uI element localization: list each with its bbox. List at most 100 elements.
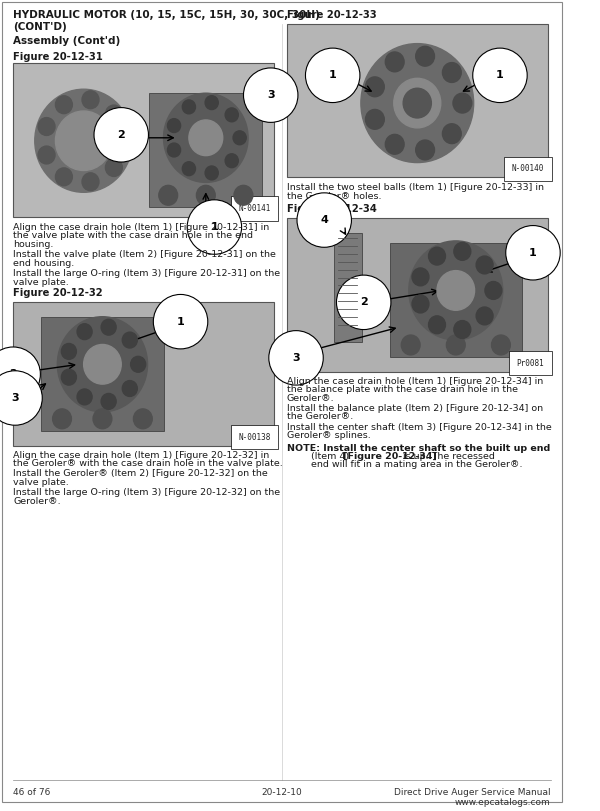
Circle shape bbox=[412, 295, 429, 313]
Circle shape bbox=[77, 324, 92, 340]
Bar bbox=[390, 242, 521, 357]
Circle shape bbox=[234, 186, 253, 205]
Circle shape bbox=[476, 307, 493, 325]
Circle shape bbox=[416, 46, 434, 67]
Bar bbox=[334, 233, 362, 342]
Circle shape bbox=[38, 146, 55, 164]
Circle shape bbox=[106, 105, 122, 123]
Text: end housing.: end housing. bbox=[13, 259, 74, 268]
Text: Figure 20-12-31: Figure 20-12-31 bbox=[13, 52, 103, 62]
Circle shape bbox=[61, 344, 76, 359]
Text: valve plate.: valve plate. bbox=[13, 277, 69, 286]
Circle shape bbox=[365, 77, 384, 97]
Circle shape bbox=[55, 168, 73, 186]
Text: Install the large O-ring (Item 3) [Figure 20-12-31] on the: Install the large O-ring (Item 3) [Figur… bbox=[13, 269, 280, 278]
Text: 2: 2 bbox=[118, 130, 125, 139]
Circle shape bbox=[205, 96, 218, 109]
Text: 20-12-10: 20-12-10 bbox=[262, 788, 302, 797]
Circle shape bbox=[167, 118, 181, 132]
Circle shape bbox=[453, 93, 472, 113]
Text: 3: 3 bbox=[267, 90, 275, 101]
Circle shape bbox=[428, 315, 445, 333]
Text: Figure 20-12-34: Figure 20-12-34 bbox=[287, 204, 377, 214]
Circle shape bbox=[83, 345, 121, 384]
Circle shape bbox=[446, 335, 465, 355]
Circle shape bbox=[38, 118, 55, 135]
Circle shape bbox=[55, 96, 73, 114]
Circle shape bbox=[437, 271, 475, 311]
Text: 3: 3 bbox=[292, 353, 300, 363]
Circle shape bbox=[182, 161, 196, 176]
Text: 1: 1 bbox=[211, 222, 218, 232]
Text: Figure 20-12-33: Figure 20-12-33 bbox=[287, 10, 376, 20]
Bar bbox=[41, 317, 164, 431]
Circle shape bbox=[106, 159, 122, 177]
Circle shape bbox=[403, 88, 431, 118]
Text: 3: 3 bbox=[11, 393, 19, 403]
Circle shape bbox=[412, 268, 429, 285]
Circle shape bbox=[53, 409, 71, 429]
Text: N-00138: N-00138 bbox=[238, 432, 271, 442]
Text: Pr0081: Pr0081 bbox=[517, 358, 544, 367]
Circle shape bbox=[167, 143, 181, 157]
Text: Install the Geroler® (Item 2) [Figure 20-12-32] on the: Install the Geroler® (Item 2) [Figure 20… bbox=[13, 470, 268, 478]
Text: end will fit in a mating area in the Geroler®.: end will fit in a mating area in the Ger… bbox=[287, 461, 522, 470]
Circle shape bbox=[485, 281, 502, 299]
Text: valve plate.: valve plate. bbox=[13, 478, 69, 487]
Text: Figure 20-12-32: Figure 20-12-32 bbox=[13, 288, 103, 298]
Text: Assembly (Cont'd): Assembly (Cont'd) bbox=[13, 36, 121, 45]
Text: 4: 4 bbox=[320, 215, 328, 225]
Circle shape bbox=[164, 93, 248, 182]
Circle shape bbox=[476, 256, 493, 274]
Text: the Geroler® with the case drain hole in the valve plate.: the Geroler® with the case drain hole in… bbox=[13, 459, 283, 468]
Text: Align the case drain hole (Item 1) [Figure 20-12-34] in: Align the case drain hole (Item 1) [Figu… bbox=[287, 376, 543, 386]
Text: Install the valve plate (Item 2) [Figure 20-12-31] on the: Install the valve plate (Item 2) [Figure… bbox=[13, 251, 276, 260]
Circle shape bbox=[409, 241, 503, 340]
Circle shape bbox=[55, 111, 112, 170]
Circle shape bbox=[101, 393, 116, 410]
Text: N-00140: N-00140 bbox=[512, 165, 544, 174]
Text: N-00141: N-00141 bbox=[238, 204, 271, 213]
Circle shape bbox=[365, 109, 384, 129]
Circle shape bbox=[93, 409, 112, 429]
Circle shape bbox=[205, 166, 218, 180]
Circle shape bbox=[401, 335, 420, 355]
Text: Install the balance plate (Item 2) [Figure 20-12-34] on: Install the balance plate (Item 2) [Figu… bbox=[287, 404, 543, 413]
Circle shape bbox=[416, 140, 434, 160]
Text: is up. The recessed: is up. The recessed bbox=[400, 452, 494, 461]
Text: HYDRAULIC MOTOR (10, 15, 15C, 15H, 30, 30C, 30H)
(CONT'D): HYDRAULIC MOTOR (10, 15, 15C, 15H, 30, 3… bbox=[13, 10, 320, 32]
Text: Install the two steel balls (Item 1) [Figure 20-12-33] in: Install the two steel balls (Item 1) [Fi… bbox=[287, 183, 544, 192]
Bar bbox=[13, 63, 274, 217]
Circle shape bbox=[442, 62, 461, 83]
Text: 46 of 76: 46 of 76 bbox=[13, 788, 50, 797]
Circle shape bbox=[454, 242, 471, 260]
Text: NOTE: Install the center shaft so the built up end: NOTE: Install the center shaft so the bu… bbox=[287, 444, 550, 453]
Circle shape bbox=[101, 320, 116, 335]
Circle shape bbox=[82, 173, 99, 191]
Circle shape bbox=[122, 333, 137, 348]
Circle shape bbox=[35, 89, 133, 192]
Circle shape bbox=[58, 317, 148, 412]
Text: the balance plate with the case drain hole in the: the balance plate with the case drain ho… bbox=[287, 385, 518, 394]
Circle shape bbox=[122, 380, 137, 397]
Circle shape bbox=[385, 52, 404, 72]
Bar bbox=[287, 24, 548, 178]
Circle shape bbox=[182, 100, 196, 114]
Circle shape bbox=[115, 132, 131, 150]
Text: Install the large O-ring (Item 3) [Figure 20-12-32] on the: Install the large O-ring (Item 3) [Figur… bbox=[13, 488, 280, 497]
Bar bbox=[287, 218, 548, 371]
Circle shape bbox=[385, 135, 404, 154]
Circle shape bbox=[77, 389, 92, 405]
Circle shape bbox=[133, 409, 152, 429]
Circle shape bbox=[394, 79, 441, 128]
Circle shape bbox=[82, 91, 99, 109]
Text: 1: 1 bbox=[496, 71, 504, 80]
Bar bbox=[13, 302, 274, 445]
Circle shape bbox=[225, 108, 238, 122]
Text: 1: 1 bbox=[329, 71, 337, 80]
Text: Direct Drive Auger Service Manual
www.epcatalogs.com: Direct Drive Auger Service Manual www.ep… bbox=[394, 788, 551, 808]
Text: [Figure 20-12-34]: [Figure 20-12-34] bbox=[343, 452, 437, 461]
Text: (Item 4): (Item 4) bbox=[287, 452, 352, 461]
Text: 2: 2 bbox=[9, 369, 17, 380]
Circle shape bbox=[225, 154, 238, 168]
